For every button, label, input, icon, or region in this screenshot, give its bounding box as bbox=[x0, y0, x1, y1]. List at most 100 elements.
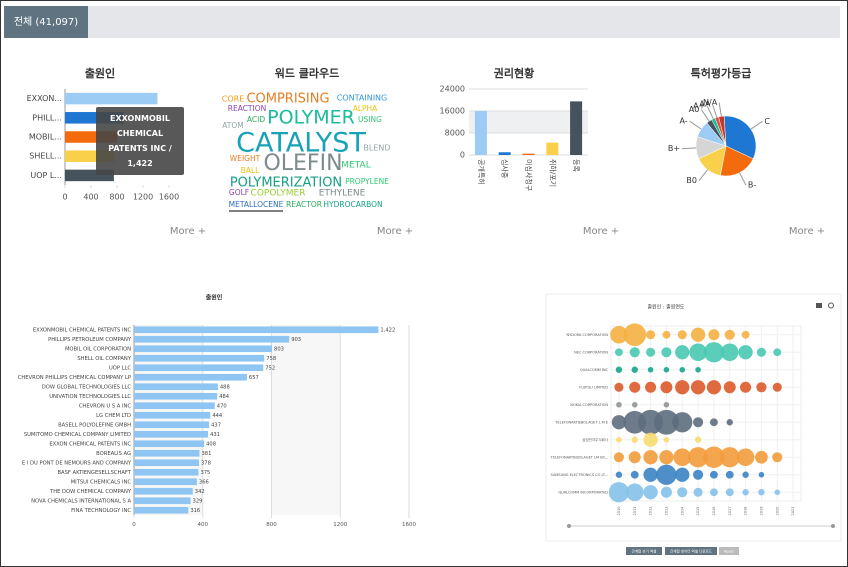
bar[interactable] bbox=[65, 131, 118, 143]
bubble[interactable] bbox=[758, 471, 765, 478]
pie-slice[interactable] bbox=[714, 116, 727, 147]
word[interactable]: WEIGHT bbox=[230, 154, 261, 163]
settings-icon[interactable] bbox=[828, 302, 834, 309]
bubble[interactable] bbox=[695, 366, 701, 373]
word[interactable]: CORE bbox=[222, 95, 245, 104]
bar[interactable] bbox=[134, 487, 193, 495]
word[interactable]: ACID bbox=[247, 115, 265, 124]
bubble[interactable] bbox=[690, 327, 706, 342]
bubble[interactable] bbox=[720, 343, 739, 362]
bubble[interactable] bbox=[693, 417, 704, 428]
slider-handle[interactable] bbox=[831, 524, 835, 528]
button[interactable] bbox=[719, 547, 739, 555]
bar[interactable] bbox=[498, 152, 511, 155]
bubble[interactable] bbox=[660, 486, 672, 498]
bubble[interactable] bbox=[690, 380, 706, 395]
bar[interactable] bbox=[134, 506, 189, 514]
bar[interactable] bbox=[134, 335, 290, 343]
bar[interactable] bbox=[134, 430, 209, 438]
bubble[interactable] bbox=[675, 467, 690, 482]
bubble[interactable] bbox=[645, 381, 657, 393]
bubble[interactable] bbox=[625, 483, 644, 502]
bar[interactable] bbox=[134, 373, 247, 381]
word[interactable]: ETHYLENE bbox=[319, 189, 366, 199]
word[interactable]: ATOM bbox=[222, 121, 244, 130]
word[interactable]: POLYMERIZATION bbox=[230, 176, 342, 191]
more-link[interactable]: More + bbox=[170, 226, 206, 237]
bubble[interactable] bbox=[758, 489, 765, 496]
bubble[interactable] bbox=[608, 482, 630, 503]
word[interactable]: CONTAINING bbox=[337, 94, 388, 103]
bubble[interactable] bbox=[631, 436, 638, 443]
bubble[interactable] bbox=[708, 329, 720, 341]
bubble[interactable] bbox=[663, 401, 670, 408]
bubble[interactable] bbox=[709, 488, 718, 497]
bubble[interactable] bbox=[719, 447, 740, 468]
bar[interactable] bbox=[134, 354, 265, 362]
bubble[interactable] bbox=[663, 436, 670, 443]
slider-handle[interactable] bbox=[567, 524, 571, 528]
bar[interactable] bbox=[570, 101, 583, 155]
bubble[interactable] bbox=[725, 470, 734, 479]
word[interactable]: REACTION bbox=[228, 104, 267, 113]
bar[interactable] bbox=[134, 468, 199, 476]
word[interactable]: POLYMER bbox=[267, 107, 355, 129]
bubble[interactable] bbox=[628, 451, 641, 464]
button-label[interactable]: Reset bbox=[724, 550, 734, 554]
word[interactable]: GOLF bbox=[229, 188, 249, 197]
bubble[interactable] bbox=[677, 487, 688, 498]
more-link[interactable]: More + bbox=[789, 226, 825, 237]
bubble[interactable] bbox=[614, 348, 623, 357]
bubble[interactable] bbox=[656, 464, 677, 485]
bar[interactable] bbox=[134, 421, 210, 429]
bubble[interactable] bbox=[616, 401, 622, 408]
bar[interactable] bbox=[65, 150, 115, 162]
bar[interactable] bbox=[134, 345, 273, 353]
bubble[interactable] bbox=[647, 366, 654, 373]
bubble[interactable] bbox=[679, 366, 686, 373]
bubble[interactable] bbox=[675, 345, 690, 360]
bubble[interactable] bbox=[709, 418, 718, 427]
bubble[interactable] bbox=[631, 366, 638, 373]
bubble[interactable] bbox=[706, 380, 722, 395]
bubble[interactable] bbox=[615, 366, 623, 373]
bubble[interactable] bbox=[672, 412, 693, 433]
bubble[interactable] bbox=[629, 347, 640, 358]
bubble[interactable] bbox=[756, 347, 766, 357]
bar[interactable] bbox=[546, 142, 559, 155]
bubble[interactable] bbox=[741, 330, 750, 339]
bubble[interactable] bbox=[726, 419, 733, 426]
bubble[interactable] bbox=[643, 485, 658, 500]
word[interactable]: HYDROCARBON bbox=[323, 200, 382, 209]
bubble[interactable] bbox=[693, 487, 703, 497]
bar[interactable] bbox=[134, 459, 199, 467]
pie-slice[interactable] bbox=[720, 145, 754, 177]
word[interactable]: BLEND bbox=[363, 144, 390, 153]
word[interactable]: OLEFIN bbox=[263, 151, 342, 176]
bubble[interactable] bbox=[773, 348, 782, 357]
bubble[interactable] bbox=[654, 409, 679, 435]
bubble[interactable] bbox=[724, 329, 735, 340]
tab-label[interactable]: 전체 (41,097) bbox=[14, 16, 78, 28]
button-label[interactable]: 관계형 데이터 엑셀 다운로드 bbox=[670, 549, 713, 554]
bubble[interactable] bbox=[661, 347, 672, 358]
bar[interactable] bbox=[134, 411, 211, 419]
bar[interactable] bbox=[65, 92, 158, 105]
bubble[interactable] bbox=[772, 382, 782, 392]
bubble[interactable] bbox=[613, 452, 624, 463]
bubble[interactable] bbox=[643, 467, 658, 482]
bubble[interactable] bbox=[689, 343, 707, 362]
word[interactable]: PROPYLENE bbox=[345, 177, 389, 186]
bubble[interactable] bbox=[662, 330, 671, 339]
bar[interactable] bbox=[134, 326, 379, 334]
bar[interactable] bbox=[65, 112, 124, 124]
button[interactable] bbox=[665, 547, 717, 555]
bubble[interactable] bbox=[677, 330, 687, 340]
bubble[interactable] bbox=[616, 436, 622, 443]
bar[interactable] bbox=[65, 169, 114, 182]
bubble[interactable] bbox=[663, 366, 670, 373]
bubble[interactable] bbox=[675, 380, 690, 395]
bubble[interactable] bbox=[611, 415, 627, 430]
more-link[interactable]: More + bbox=[377, 226, 413, 237]
word[interactable]: COPOLYMER bbox=[251, 189, 306, 199]
